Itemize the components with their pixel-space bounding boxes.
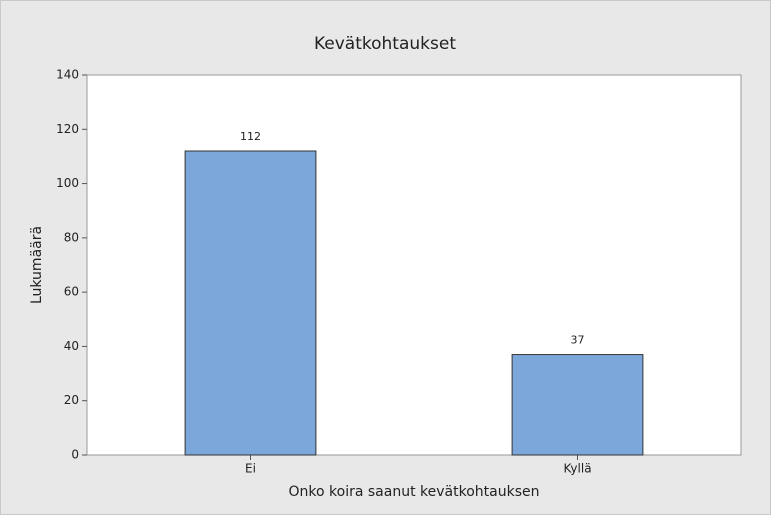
y-tick-label: 120 xyxy=(56,122,79,136)
y-tick-label: 0 xyxy=(71,448,79,462)
x-tick-label: Ei xyxy=(245,462,256,476)
y-tick-label: 40 xyxy=(64,339,79,353)
y-axis-label: Lukumäärä xyxy=(29,226,45,304)
bar xyxy=(184,150,317,456)
data-label: 112 xyxy=(240,130,261,143)
y-tick-label: 140 xyxy=(56,68,79,82)
y-tick-label: 20 xyxy=(64,393,79,407)
x-tick-label: Kyllä xyxy=(563,462,591,476)
x-axis-label: Onko koira saanut kevätkohtauksen xyxy=(289,484,540,500)
y-tick-label: 60 xyxy=(64,285,79,299)
chart-title: Kevätkohtaukset xyxy=(314,34,456,54)
bar xyxy=(511,354,644,456)
data-label: 37 xyxy=(571,334,585,347)
y-tick-label: 80 xyxy=(64,230,79,244)
y-tick-label: 100 xyxy=(56,176,79,190)
